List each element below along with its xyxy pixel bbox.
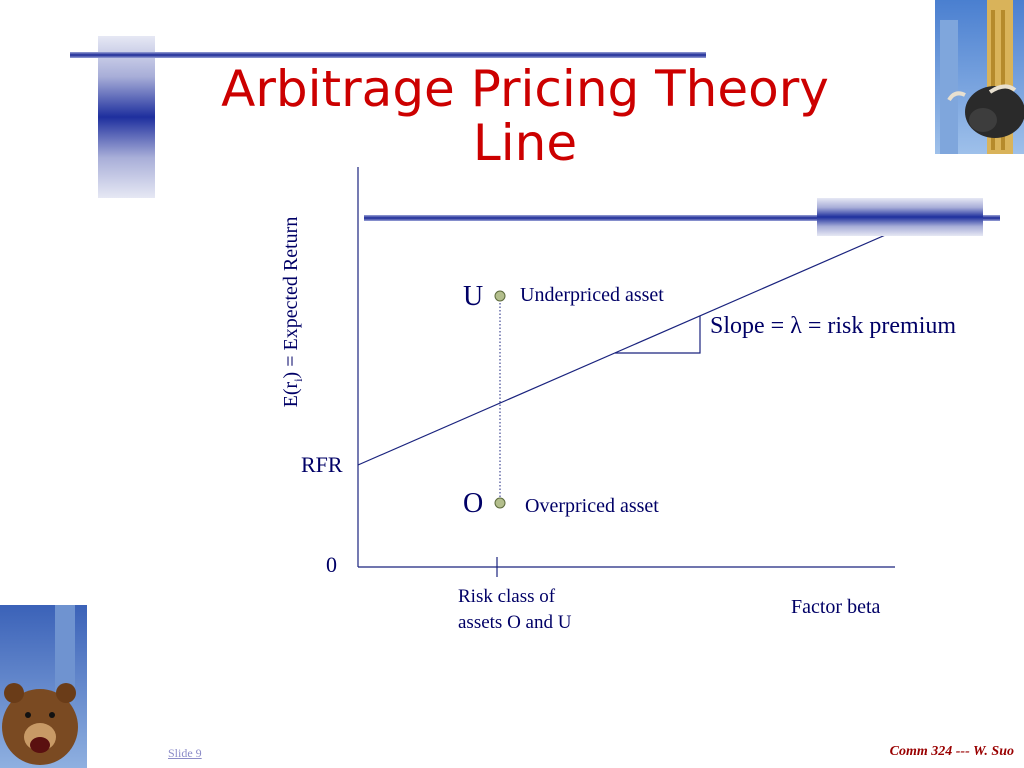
apt-line bbox=[357, 225, 907, 466]
origin-label: 0 bbox=[326, 552, 337, 577]
decorative-top-rule bbox=[70, 52, 706, 58]
rfr-label: RFR bbox=[301, 452, 343, 477]
point-u-marker bbox=[494, 290, 506, 302]
point-o-marker bbox=[494, 497, 506, 509]
slide-number: Slide 9 bbox=[168, 746, 202, 760]
title-line-1: Arbitrage Pricing Theory bbox=[221, 60, 829, 118]
risk-class-line-1: Risk class of bbox=[458, 586, 556, 607]
decorative-vertical-bar bbox=[98, 36, 155, 198]
underpriced-asset-label: Underpriced asset bbox=[520, 284, 664, 306]
slide-title: Arbitrage Pricing Theory Line bbox=[150, 62, 900, 170]
bull-image bbox=[935, 0, 1024, 154]
footer-credit: Comm 324 --- W. Suo bbox=[889, 744, 1014, 759]
decorative-horizontal-block bbox=[817, 198, 983, 236]
overpriced-asset-label: Overpriced asset bbox=[525, 495, 659, 517]
slope-triangle bbox=[615, 316, 701, 354]
x-axis-label: Factor beta bbox=[791, 596, 881, 618]
risk-class-label: Risk class of assets O and U bbox=[458, 584, 571, 636]
point-o-letter: O bbox=[463, 488, 484, 519]
point-u-letter: U bbox=[463, 281, 484, 312]
title-line-2: Line bbox=[472, 114, 578, 172]
risk-class-line-2: assets O and U bbox=[458, 612, 572, 633]
y-axis-label: E(ri) = Expected Return bbox=[280, 216, 305, 408]
slope-label: Slope = λ = risk premium bbox=[710, 313, 957, 339]
decorative-mid-rule bbox=[364, 215, 1000, 221]
bear-image bbox=[0, 605, 87, 768]
